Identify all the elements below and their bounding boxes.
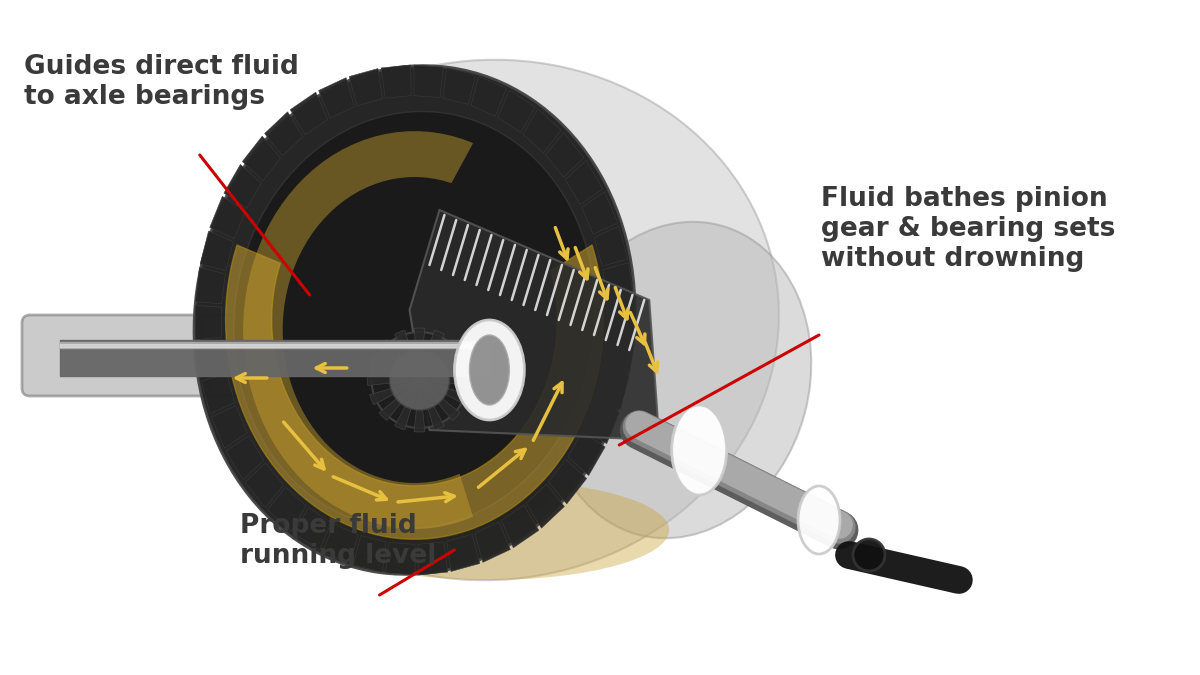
Wedge shape	[420, 340, 460, 380]
Polygon shape	[595, 369, 629, 409]
Polygon shape	[196, 341, 226, 377]
Polygon shape	[414, 65, 444, 98]
Polygon shape	[210, 196, 245, 238]
Polygon shape	[409, 210, 659, 440]
Ellipse shape	[469, 335, 509, 405]
Ellipse shape	[234, 111, 595, 529]
Polygon shape	[502, 505, 539, 548]
Polygon shape	[568, 432, 605, 475]
Polygon shape	[443, 68, 475, 105]
Wedge shape	[370, 355, 420, 380]
Polygon shape	[200, 231, 233, 271]
Polygon shape	[211, 406, 247, 448]
Ellipse shape	[200, 60, 779, 581]
Wedge shape	[420, 375, 472, 385]
Polygon shape	[196, 305, 222, 340]
Wedge shape	[420, 380, 444, 430]
Wedge shape	[367, 375, 420, 385]
Wedge shape	[370, 380, 420, 405]
Text: Proper fluid
running level: Proper fluid running level	[240, 513, 436, 569]
Polygon shape	[546, 133, 584, 177]
Polygon shape	[418, 542, 448, 575]
Polygon shape	[242, 136, 281, 180]
Polygon shape	[446, 535, 480, 572]
Ellipse shape	[194, 65, 635, 574]
Polygon shape	[548, 460, 587, 504]
FancyBboxPatch shape	[22, 315, 388, 396]
Ellipse shape	[547, 222, 811, 538]
Wedge shape	[420, 355, 469, 380]
Polygon shape	[224, 165, 262, 209]
Polygon shape	[268, 487, 306, 531]
Text: Guides direct fluid
to axle bearings: Guides direct fluid to axle bearings	[24, 54, 299, 110]
Wedge shape	[395, 380, 420, 430]
Wedge shape	[420, 380, 460, 421]
PathPatch shape	[226, 245, 604, 539]
Polygon shape	[523, 109, 562, 153]
Polygon shape	[475, 522, 510, 562]
Wedge shape	[379, 380, 420, 421]
Polygon shape	[382, 65, 412, 98]
Polygon shape	[604, 336, 634, 373]
Ellipse shape	[310, 480, 670, 580]
Polygon shape	[196, 267, 226, 304]
Wedge shape	[420, 380, 469, 405]
Wedge shape	[379, 340, 420, 380]
Wedge shape	[420, 330, 444, 380]
Polygon shape	[245, 463, 283, 508]
Ellipse shape	[330, 450, 550, 530]
Circle shape	[390, 350, 450, 410]
Polygon shape	[602, 263, 634, 299]
Polygon shape	[226, 435, 264, 479]
Polygon shape	[265, 112, 302, 156]
Wedge shape	[414, 328, 425, 380]
Polygon shape	[354, 535, 386, 572]
Polygon shape	[319, 78, 354, 118]
Polygon shape	[527, 484, 564, 528]
Ellipse shape	[672, 405, 727, 495]
Polygon shape	[565, 161, 602, 205]
Polygon shape	[323, 524, 358, 564]
Polygon shape	[583, 402, 619, 443]
Polygon shape	[472, 76, 506, 116]
Polygon shape	[349, 69, 383, 106]
Polygon shape	[594, 226, 628, 266]
Polygon shape	[498, 90, 535, 132]
Circle shape	[372, 332, 468, 428]
Polygon shape	[294, 508, 331, 550]
Wedge shape	[395, 330, 420, 380]
Polygon shape	[290, 92, 328, 135]
Ellipse shape	[455, 320, 524, 420]
Polygon shape	[582, 192, 618, 234]
Ellipse shape	[798, 486, 840, 554]
Wedge shape	[414, 380, 425, 432]
Text: Fluid bathes pinion
gear & bearing sets
without drowning: Fluid bathes pinion gear & bearing sets …	[821, 186, 1115, 271]
Polygon shape	[202, 374, 235, 414]
Polygon shape	[385, 543, 415, 575]
PathPatch shape	[244, 131, 473, 529]
Circle shape	[853, 539, 884, 571]
Polygon shape	[607, 300, 634, 335]
